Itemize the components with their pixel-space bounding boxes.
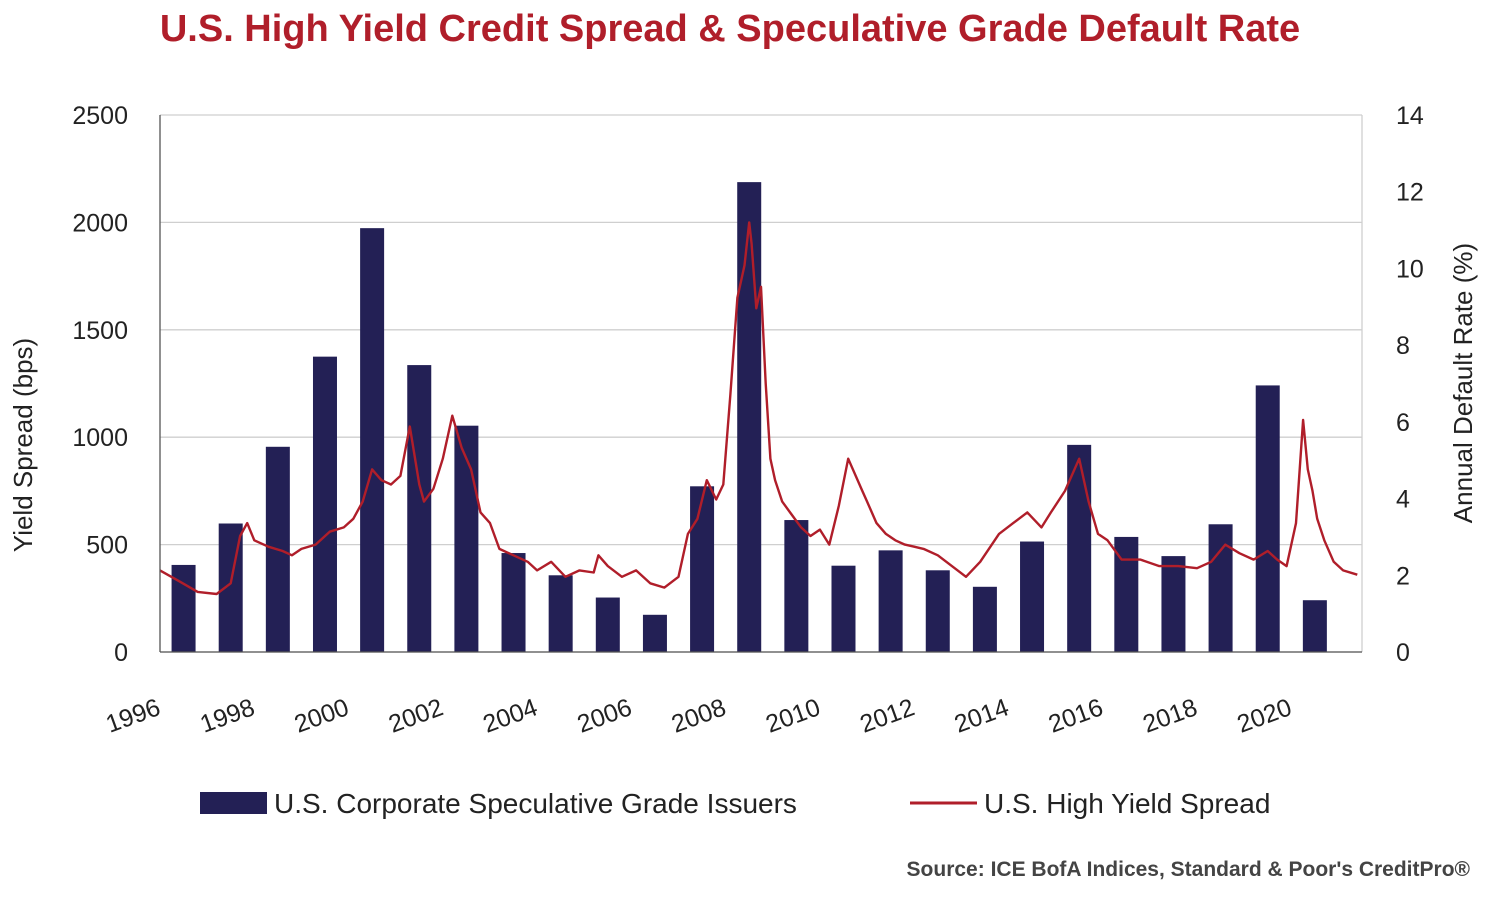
bar [972, 586, 997, 652]
legend-bar-label: U.S. Corporate Speculative Grade Issuers [274, 788, 797, 819]
left-tick-label: 500 [86, 532, 128, 560]
right-tick-label: 4 [1396, 486, 1410, 514]
bar [1161, 556, 1186, 652]
left-tick-label: 2500 [72, 102, 128, 130]
right-tick-label: 6 [1396, 409, 1410, 437]
bar [360, 228, 385, 652]
bar [548, 575, 573, 652]
x-tick-label: 1998 [197, 693, 259, 738]
bar [925, 570, 950, 652]
source-note: Source: ICE BofA Indices, Standard & Poo… [906, 858, 1470, 881]
x-tick-label: 2012 [856, 693, 918, 738]
bar [1255, 385, 1280, 652]
bar [501, 553, 526, 652]
left-tick-label: 1000 [72, 424, 128, 452]
left-axis-ticks: 0 500 1000 1500 2000 2500 [72, 102, 128, 667]
x-tick-label: 2014 [951, 693, 1013, 738]
spread-line [159, 221, 1358, 596]
bar [878, 550, 903, 652]
left-tick-label: 1500 [72, 317, 128, 345]
x-tick-label: 2010 [762, 693, 824, 738]
x-tick-label: 2002 [385, 693, 447, 738]
right-axis-title: Annual Default Rate (%) [1448, 243, 1478, 523]
bar [784, 520, 809, 652]
right-tick-label: 10 [1396, 255, 1424, 283]
bar [642, 614, 667, 652]
x-tick-label: 2020 [1234, 693, 1296, 738]
bar [1020, 541, 1045, 652]
legend-line-label: U.S. High Yield Spread [984, 788, 1270, 819]
x-tick-label: 2006 [574, 693, 636, 738]
x-tick-label: 2016 [1045, 693, 1107, 738]
left-tick-label: 0 [114, 639, 128, 667]
x-tick-label: 2004 [479, 693, 541, 738]
right-tick-label: 0 [1396, 639, 1410, 667]
legend: U.S. Corporate Speculative Grade Issuers… [200, 788, 1270, 819]
x-tick-label: 2008 [668, 693, 730, 738]
axes [159, 115, 1362, 653]
line-series [159, 221, 1358, 596]
chart-title: U.S. High Yield Credit Spread & Speculat… [159, 8, 1301, 50]
bar [831, 565, 856, 652]
bar [454, 425, 479, 652]
bar [1302, 600, 1327, 652]
bar [1208, 524, 1233, 652]
x-tick-label: 2018 [1139, 693, 1201, 738]
bar [737, 182, 762, 652]
bar [595, 597, 620, 652]
x-axis-ticks: 1996 1998 2000 2002 2004 2006 2008 2010 2012 2014… [102, 693, 1295, 738]
bar-series [171, 182, 1327, 652]
left-axis-title: Yield Spread (bps) [8, 338, 38, 552]
bar [312, 356, 337, 652]
right-tick-label: 8 [1396, 332, 1410, 360]
legend-bar-swatch [200, 792, 267, 814]
right-tick-label: 2 [1396, 562, 1410, 590]
right-tick-label: 14 [1396, 102, 1424, 130]
left-tick-label: 2000 [72, 209, 128, 237]
bar [407, 365, 432, 652]
x-tick-label: 2000 [291, 693, 353, 738]
x-tick-label: 1996 [102, 693, 164, 738]
bar [690, 486, 715, 652]
right-tick-label: 12 [1396, 179, 1424, 207]
right-axis-ticks: 0 2 4 6 8 10 12 14 [1396, 102, 1424, 667]
